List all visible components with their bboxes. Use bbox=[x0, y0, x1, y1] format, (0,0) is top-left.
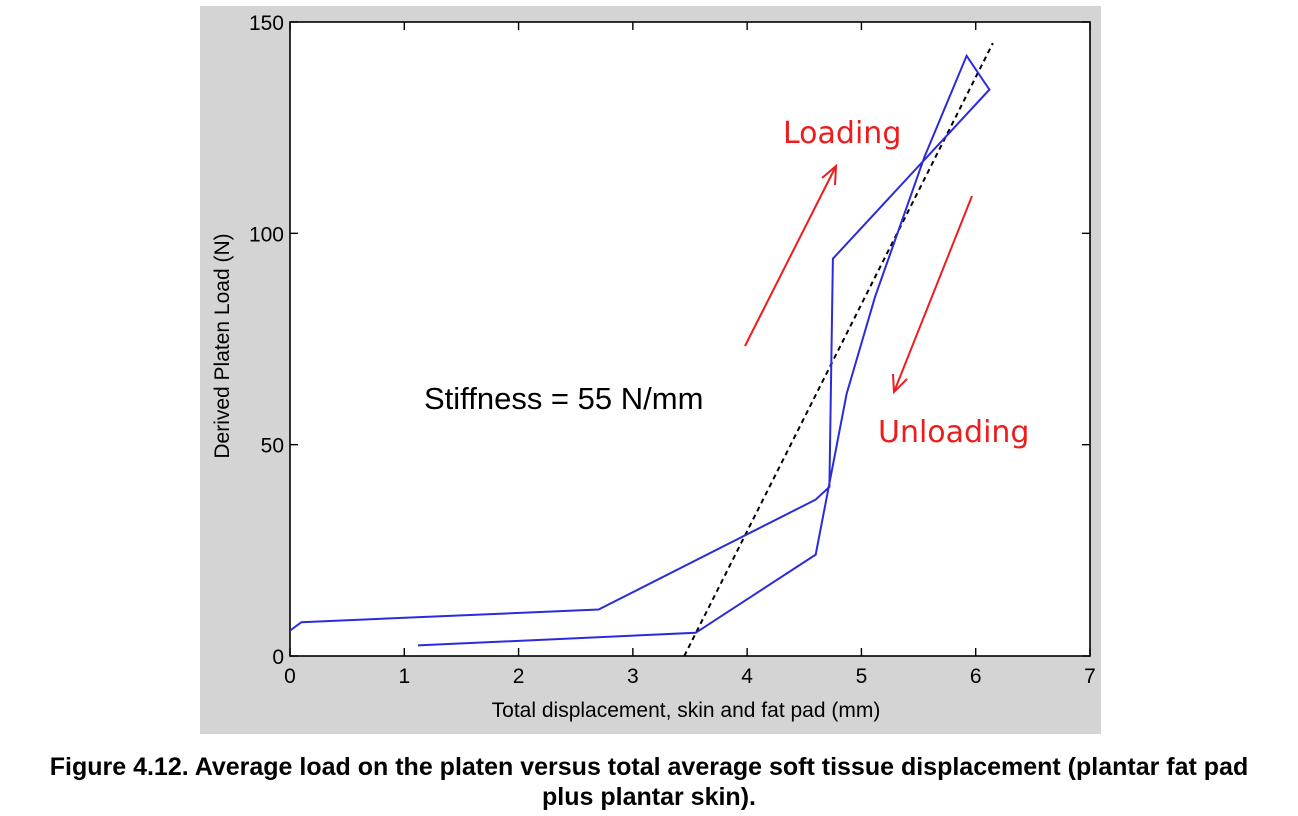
x-tick-label: 5 bbox=[856, 665, 868, 688]
fit-line bbox=[683, 42, 994, 656]
x-axis-label: Total displacement, skin and fat pad (mm… bbox=[492, 699, 881, 722]
unloading-arrow bbox=[892, 195, 973, 395]
y-axis-label: Derived Platen Load (N) bbox=[211, 233, 234, 458]
x-tick-label: 3 bbox=[627, 665, 639, 688]
y-tick-label: 150 bbox=[249, 12, 284, 35]
stiffness-annotation: Stiffness = 55 N/mm bbox=[424, 381, 703, 416]
unloading-annotation: Unloading bbox=[878, 415, 1029, 450]
x-tick-label: 2 bbox=[513, 665, 525, 688]
caption-line-1: Figure 4.12. Average load on the platen … bbox=[49, 753, 1249, 781]
loading-annotation: Loading bbox=[783, 116, 901, 151]
x-tick-label: 1 bbox=[398, 665, 410, 688]
chart-figure: 0 1 2 3 4 5 6 7 0 50 100 150 Total displacement, sk… bbox=[200, 6, 1101, 734]
x-tick-label: 4 bbox=[741, 665, 753, 688]
chart-svg: 0 1 2 3 4 5 6 7 0 50 100 150 Total displacement, sk… bbox=[211, 12, 1096, 722]
x-tick-label: 0 bbox=[284, 665, 296, 688]
plot-area bbox=[289, 21, 1091, 657]
series-line bbox=[290, 53, 991, 647]
y-tick-label: 0 bbox=[272, 646, 284, 669]
x-tick-label: 7 bbox=[1084, 665, 1096, 688]
y-tick-label: 50 bbox=[261, 435, 284, 458]
caption-line-2: plus plantar skin). bbox=[542, 783, 756, 811]
loading-arrow bbox=[744, 163, 838, 347]
x-tick-label: 6 bbox=[970, 665, 982, 688]
y-tick-label: 100 bbox=[249, 223, 284, 246]
figure-caption: Figure 4.12. Average load on the platen … bbox=[0, 752, 1298, 812]
